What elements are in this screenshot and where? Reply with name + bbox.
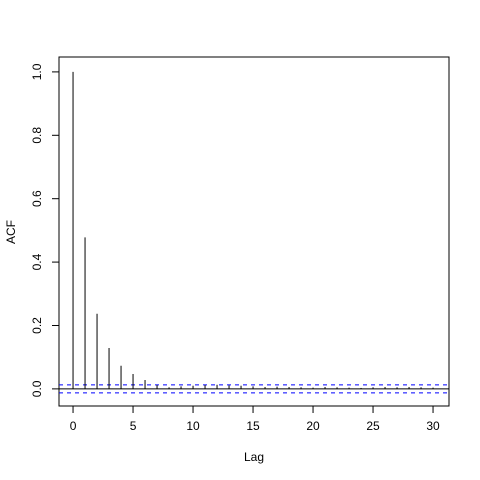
x-tick-label: 25 — [366, 419, 380, 433]
x-tick-label: 30 — [426, 419, 440, 433]
x-tick-label: 5 — [130, 419, 137, 433]
y-tick-label: 0.0 — [30, 380, 44, 397]
x-tick-label: 0 — [70, 419, 77, 433]
y-tick-label: 0.8 — [30, 127, 44, 144]
y-axis-label: ACF — [4, 220, 18, 244]
y-tick-label: 0.2 — [30, 317, 44, 334]
x-tick-label: 15 — [246, 419, 260, 433]
y-tick-label: 1.0 — [30, 63, 44, 80]
y-tick-label: 0.4 — [30, 253, 44, 270]
x-tick-label: 10 — [186, 419, 200, 433]
y-tick-label: 0.6 — [30, 190, 44, 207]
x-tick-label: 20 — [306, 419, 320, 433]
x-axis-label: Lag — [244, 450, 264, 464]
plot-frame — [58, 56, 450, 407]
